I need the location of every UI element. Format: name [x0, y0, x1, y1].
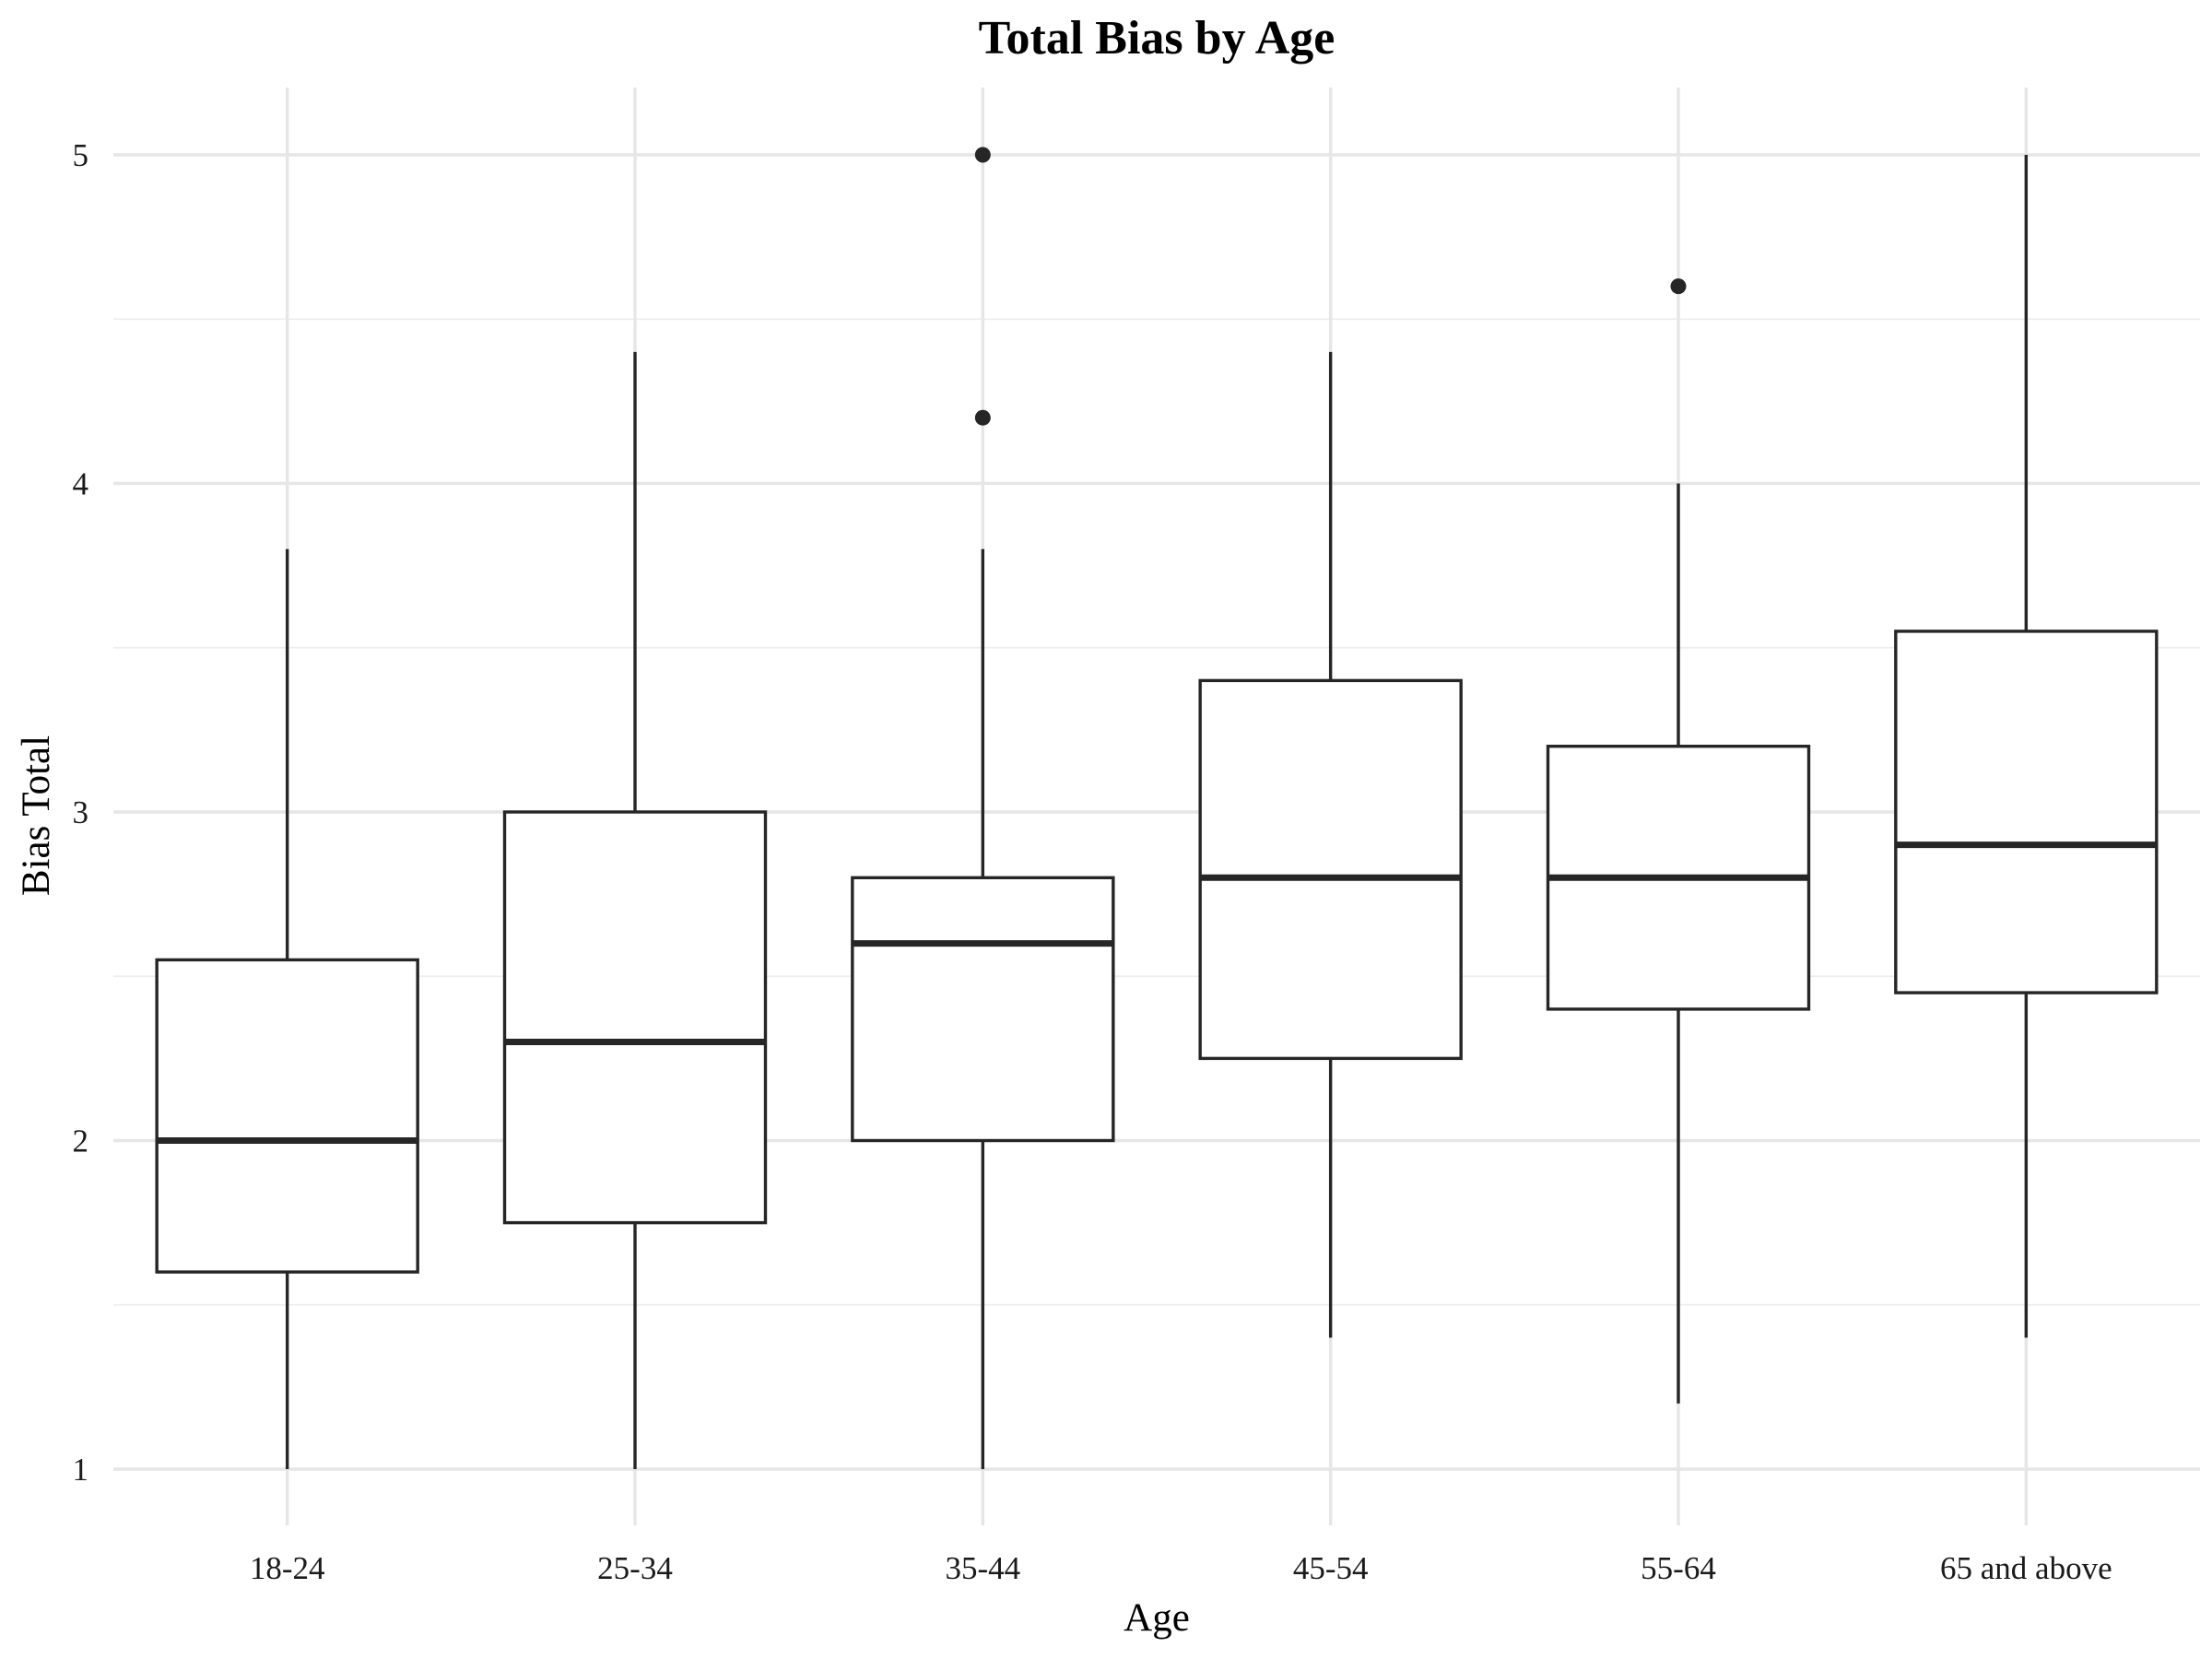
box-65-and-above — [1894, 155, 2159, 1338]
x-tick-label: 35-44 — [946, 1550, 1021, 1586]
box-35-44 — [851, 147, 1115, 1469]
x-tick-label: 25-34 — [597, 1550, 673, 1586]
x-axis-title: Age — [1124, 1596, 1190, 1640]
x-tick-label: 55-64 — [1641, 1550, 1716, 1586]
outlier-point — [1670, 278, 1687, 295]
box-iqr — [502, 810, 768, 1225]
box-iqr — [1198, 678, 1463, 1061]
chart-title: Total Bias by Age — [979, 12, 1335, 65]
outlier-point — [974, 409, 991, 426]
box-55-64 — [1546, 278, 1811, 1404]
axis-ticks: 1 2 3 4 5 18-24 25-34 35-44 45-54 55-64 65 and abo… — [73, 137, 2112, 1586]
box-18-24 — [155, 548, 419, 1469]
y-axis-title: Bias Total — [15, 735, 58, 896]
y-tick-label: 5 — [73, 137, 89, 173]
y-tick-label: 3 — [73, 794, 89, 830]
outlier-point — [974, 147, 991, 163]
x-tick-label: 18-24 — [250, 1550, 325, 1586]
x-tick-label: 65 and above — [1940, 1550, 2112, 1586]
box-iqr — [155, 958, 419, 1274]
x-tick-label: 45-54 — [1293, 1550, 1369, 1586]
y-tick-label: 1 — [73, 1452, 89, 1488]
box-45-54 — [1198, 351, 1463, 1338]
y-tick-label: 4 — [73, 466, 89, 502]
box-iqr — [851, 876, 1115, 1143]
box-25-34 — [502, 351, 768, 1469]
box-iqr — [1894, 629, 2159, 994]
box-series — [155, 147, 2159, 1469]
grid-lines — [113, 88, 2200, 1525]
y-tick-label: 2 — [73, 1124, 89, 1159]
